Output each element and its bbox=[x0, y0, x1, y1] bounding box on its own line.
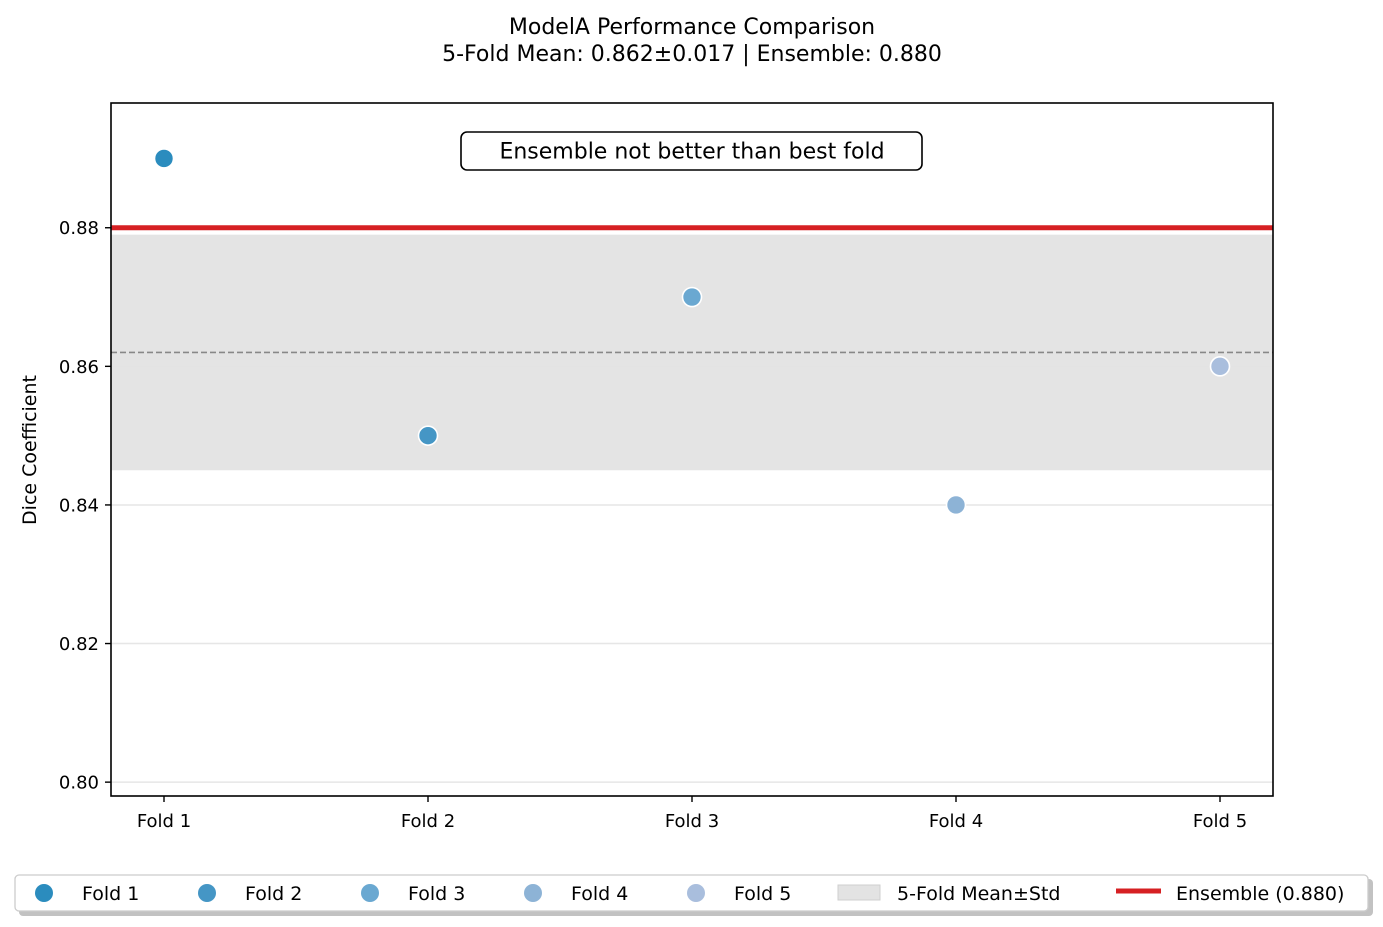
legend-label-fold-2: Fold 2 bbox=[245, 883, 302, 905]
data-point-5 bbox=[1209, 356, 1231, 377]
data-point-2 bbox=[417, 425, 439, 446]
legend-label-band: 5-Fold Mean±Std bbox=[897, 883, 1060, 905]
y-tick-label: 0.84 bbox=[59, 495, 99, 516]
annotation-text: Ensemble not better than best fold bbox=[499, 140, 884, 165]
legend-label-fold-3: Fold 3 bbox=[408, 883, 465, 905]
data-point-1 bbox=[153, 148, 175, 169]
chart-title: ModelA Performance Comparison bbox=[509, 15, 875, 40]
x-tick-label: Fold 1 bbox=[137, 811, 191, 832]
data-point-3 bbox=[681, 286, 703, 308]
x-tick-label: Fold 5 bbox=[1193, 811, 1247, 832]
legend-label-ensemble: Ensemble (0.880) bbox=[1176, 883, 1344, 905]
y-tick-label: 0.86 bbox=[59, 357, 99, 378]
plot-area: Ensemble not better than best fold 0.80 0.… bbox=[59, 102, 1274, 832]
legend-band-swatch bbox=[837, 884, 881, 901]
annotation: Ensemble not better than best fold bbox=[460, 131, 923, 171]
x-tick-label: Fold 4 bbox=[929, 811, 983, 832]
x-tick-label: Fold 3 bbox=[665, 811, 719, 832]
y-axis-label: Dice Coefficient bbox=[19, 375, 41, 525]
legend-label-fold-1: Fold 1 bbox=[82, 883, 139, 905]
legend-marker-fold-2 bbox=[198, 884, 216, 902]
data-point-4 bbox=[945, 494, 967, 516]
y-tick-label: 0.80 bbox=[59, 773, 99, 794]
annotation-box bbox=[460, 131, 923, 171]
legend-marker-fold-1 bbox=[35, 884, 53, 902]
x-tick-label: Fold 2 bbox=[401, 811, 455, 832]
legend-marker-fold-3 bbox=[361, 884, 379, 902]
legend-marker-fold-4 bbox=[524, 884, 542, 902]
legend-label-fold-5: Fold 5 bbox=[734, 883, 791, 905]
y-tick-label: 0.88 bbox=[59, 218, 99, 239]
y-tick-label: 0.82 bbox=[59, 634, 99, 655]
chart-subtitle: 5-Fold Mean: 0.862±0.017 | Ensemble: 0.8… bbox=[442, 42, 942, 67]
legend-marker-fold-5 bbox=[687, 884, 705, 902]
legend-label-fold-4: Fold 4 bbox=[571, 883, 628, 905]
legend: Fold 1 Fold 2 Fold 3 Fold 4 Fold 5 5-Fold Mea… bbox=[14, 874, 1373, 916]
